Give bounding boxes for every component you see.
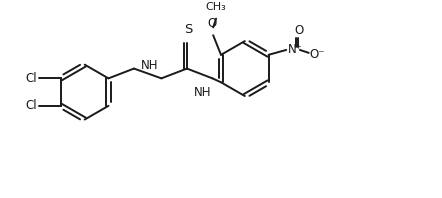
Text: CH₃: CH₃: [206, 2, 226, 12]
Text: N⁺: N⁺: [288, 43, 303, 56]
Text: S: S: [184, 23, 192, 36]
Text: Cl: Cl: [26, 72, 38, 85]
Text: methoxy: methoxy: [218, 9, 224, 10]
Text: O: O: [208, 17, 217, 30]
Text: Cl: Cl: [26, 99, 38, 112]
Text: O: O: [294, 24, 304, 37]
Text: O⁻: O⁻: [310, 48, 325, 61]
Text: NH: NH: [194, 86, 211, 99]
Text: NH: NH: [141, 58, 158, 71]
